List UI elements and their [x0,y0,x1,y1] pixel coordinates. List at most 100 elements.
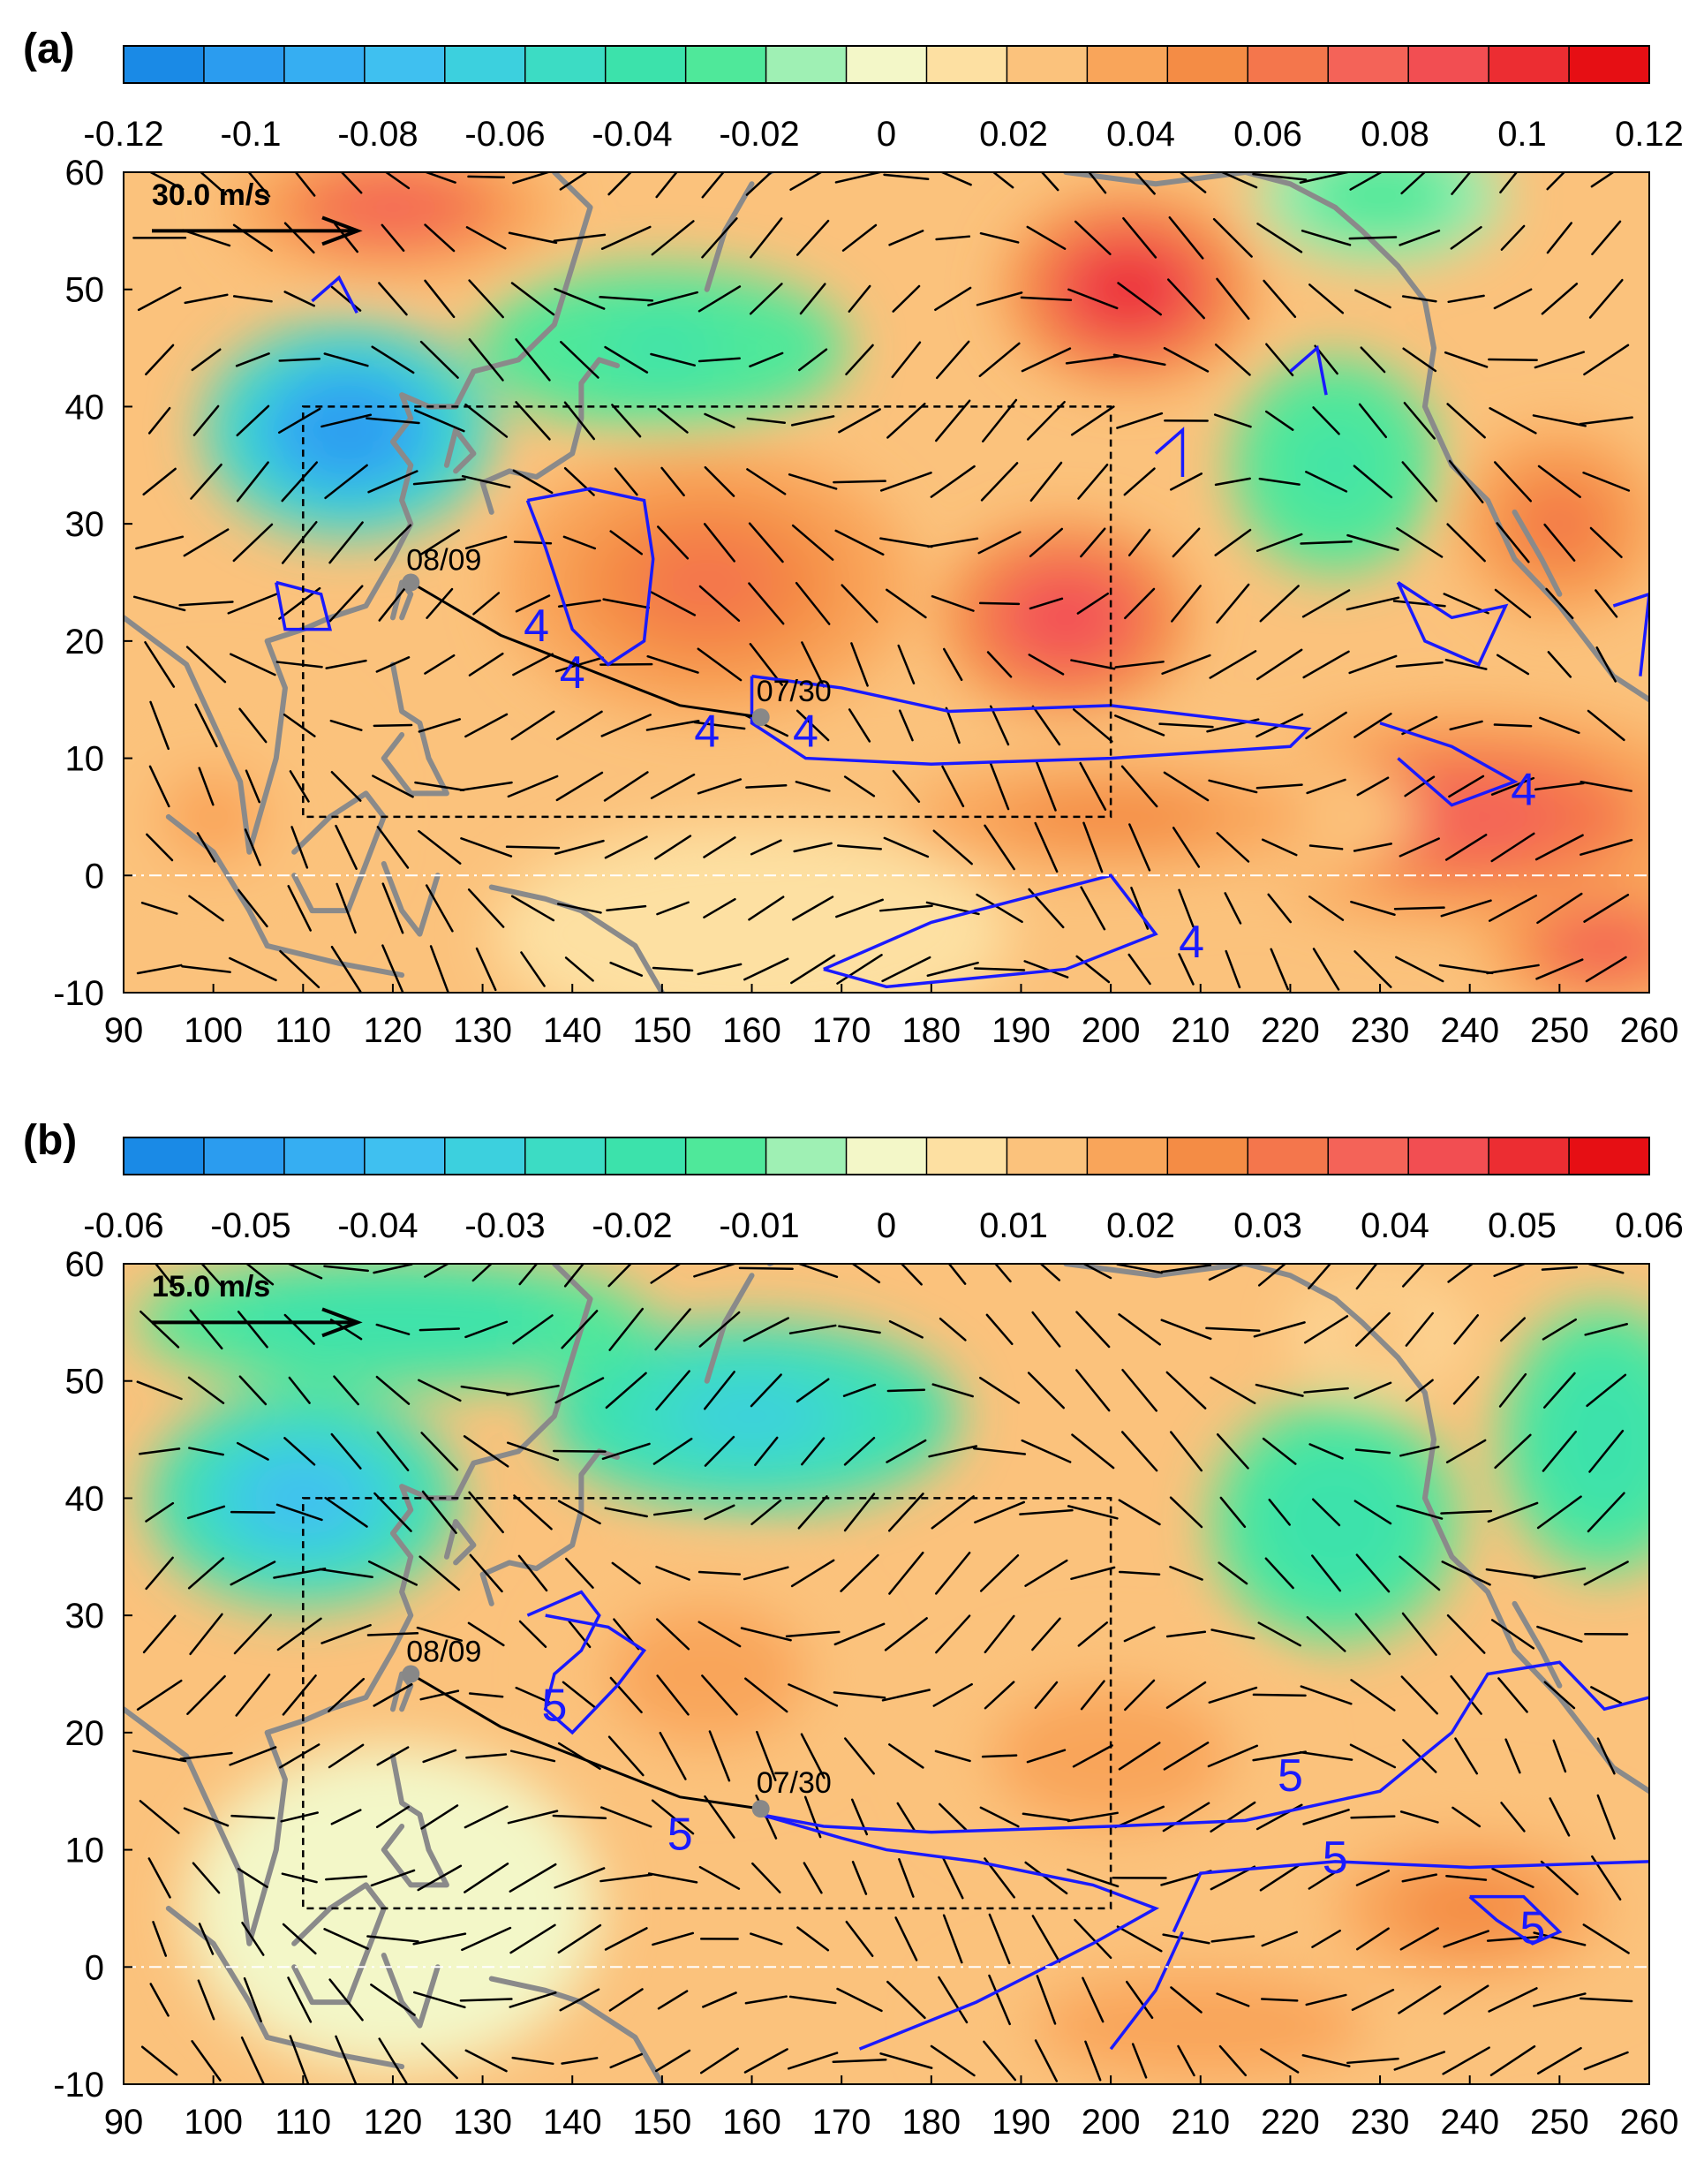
wind-vector [1583,894,1630,923]
wind-vector [1444,658,1488,670]
wind-vector [142,1614,177,1654]
wind-vector [1312,406,1340,435]
wind-vector [1306,778,1346,795]
wind-vector [187,1376,225,1405]
wind-vector [468,1692,504,1698]
wind-vector [1177,2044,1195,2077]
wind-vector [801,1437,826,1466]
wind-vector [468,652,504,676]
wind-vector [1212,217,1253,258]
wind-vector [884,1617,928,1651]
wind-vector [136,1679,183,1711]
wind-vector [599,1806,652,1828]
wind-vector [1178,172,1207,193]
wind-vector [554,1377,605,1404]
wind-vector [945,707,961,744]
wind-vector [240,2036,265,2084]
wind-vector [1402,347,1437,373]
wind-vector [703,523,735,563]
wind-vector [467,888,505,928]
wind-vector [1077,1621,1109,1647]
wind-vector [1533,1992,1587,2007]
wind-vector [1118,1570,1161,1576]
wind-vector [1489,406,1537,435]
wind-vector [1024,1559,1068,1587]
wind-vector [562,1681,597,1710]
wind-vector [371,345,415,374]
wind-vector [1496,522,1530,563]
wind-vector [698,1311,741,1348]
wind-vector [841,223,878,252]
wind-vector [604,1507,648,1518]
contour-line [1289,344,1328,396]
wind-vector [420,1804,459,1830]
wind-vector [1584,1322,1628,1336]
x-tick-label: 260 [1620,2103,1679,2142]
wind-vector [1401,1612,1437,1657]
wind-vector [1590,1686,1623,1704]
wind-vector [515,337,551,382]
wind-vector [381,882,404,934]
wind-vector [465,1753,508,1759]
wind-vector [647,291,699,306]
wind-vector [1393,2051,1446,2071]
field-blob [680,1383,824,1449]
colorbar-swatch [1408,1137,1489,1175]
wind-vector [1588,1429,1625,1473]
wind-vector [1031,705,1061,746]
wind-vector [704,1435,735,1467]
wind-vector [607,1735,645,1777]
wind-vector [1034,2039,1059,2082]
wind-vector [1029,597,1064,610]
wind-vector [1036,761,1057,812]
colorbar-tick-label: -0.05 [210,1206,290,1245]
colorbar-swatch [524,1137,607,1175]
wind-vector [1596,1737,1616,1775]
wind-vector [750,217,783,259]
wind-vector [1401,461,1438,503]
wind-vector [1356,776,1390,797]
wind-vector [1393,906,1445,911]
colorbar-swatch [1248,46,1329,83]
wind-vector [1031,1617,1061,1651]
wind-vector [886,1980,926,2020]
wind-vector [1399,1810,1439,1824]
wind-vector [1112,353,1166,367]
colorbar-frame [123,45,1650,84]
wind-vector [934,1749,971,1763]
contour-line [1612,592,1649,676]
wind-vector [1351,1988,1395,2011]
track-end-label: 08/09 [406,1636,481,1669]
wind-vector [1265,343,1294,377]
wind-vector [1533,1931,1587,1946]
wind-vector [1210,1935,1255,1943]
wind-vector [701,1674,738,1716]
wind-vector [1546,222,1572,254]
wind-vectors [132,1264,1633,2084]
wind-vector [939,1317,967,1341]
y-tick-label: 0 [85,1948,104,1987]
wind-vector [1118,1742,1161,1771]
wind-vector [795,781,831,792]
wind-vector [1486,964,1540,975]
wind-vector [1127,528,1151,557]
wind-vector [418,529,460,556]
field-blob [1523,490,1596,557]
x-tick-label: 110 [275,1011,331,1050]
wind-vector [655,172,678,199]
wind-vector [1303,1315,1349,1344]
x-tick-label: 240 [1440,1011,1499,1050]
contour-line [823,873,1158,989]
wind-vector [472,592,501,616]
wind-vector [1253,1321,1306,1338]
wind-vector [198,767,215,806]
wind-vector [791,524,834,561]
wind-vector [1449,720,1483,731]
wind-vector [1496,654,1530,676]
wind-vector [1170,1986,1203,2014]
wind-vector [1346,2057,1399,2065]
wind-vector [745,172,773,196]
x-tick-label: 230 [1351,2103,1410,2142]
wind-vector [1079,761,1107,811]
wind-vector [189,1613,223,1656]
